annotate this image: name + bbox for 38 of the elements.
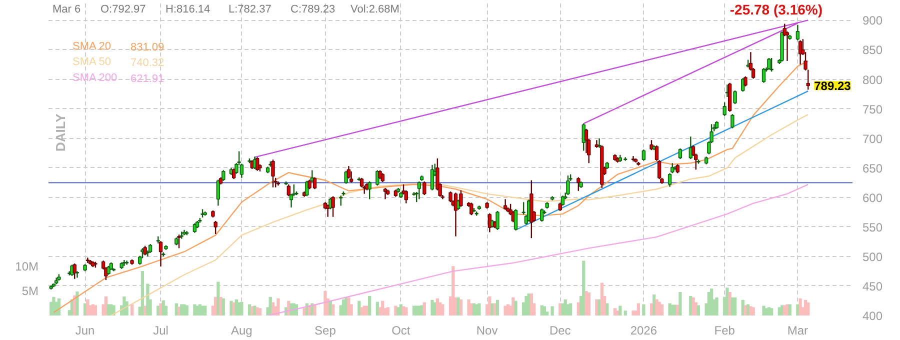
y-tick-label: 500 — [862, 250, 883, 264]
x-tick-label: Mar — [787, 324, 808, 338]
y-tick-label: 850 — [862, 43, 883, 58]
x-tick-label: Sep — [314, 324, 336, 338]
x-tick-label: 2026 — [630, 324, 658, 338]
x-tick-label: Jun — [75, 324, 95, 338]
y-tick-label: 650 — [862, 161, 883, 176]
annotation: H:816.14 — [166, 3, 210, 16]
annotation: 621.91 — [130, 72, 164, 85]
annotation: DAILY — [53, 113, 68, 152]
annotation: 831.09 — [130, 42, 164, 54]
annotation: -25.78 (3.16%) — [730, 1, 823, 18]
x-tick-label: Nov — [476, 324, 498, 338]
x-tick-label: Oct — [392, 324, 411, 338]
x-tick-label: Jul — [153, 324, 168, 338]
annotation: 789.23 — [814, 79, 852, 94]
annotation: L:782.37 — [228, 3, 272, 16]
y2-tick-label: 10M — [15, 260, 39, 274]
annotation: C:789.23 — [290, 3, 336, 16]
y-tick-label: 550 — [862, 220, 883, 234]
text: SMA 20 — [72, 40, 112, 53]
y-tick-label: 400 — [862, 309, 883, 323]
y-tick-label: 450 — [862, 279, 883, 294]
y-tick-label: 900 — [862, 14, 883, 28]
annotation: O:792.97 — [100, 3, 146, 16]
annotation: Mar 6 — [52, 3, 81, 16]
x-tick-label: Feb — [714, 324, 736, 338]
annotation: 740.32 — [130, 57, 164, 70]
y-tick-label: 750 — [862, 102, 883, 116]
annotation: Vol:2.68M — [350, 3, 400, 16]
text: SMA 200 — [72, 72, 118, 84]
y2-tick-label: 5M — [22, 284, 39, 298]
x-tick-label: Aug — [230, 324, 252, 338]
text: SMA 50 — [72, 56, 112, 68]
y-tick-label: 600 — [862, 190, 883, 205]
y-tick-label: 800 — [862, 72, 883, 87]
x-tick-label: Dec — [549, 324, 571, 338]
y-tick-label: 700 — [862, 132, 883, 146]
